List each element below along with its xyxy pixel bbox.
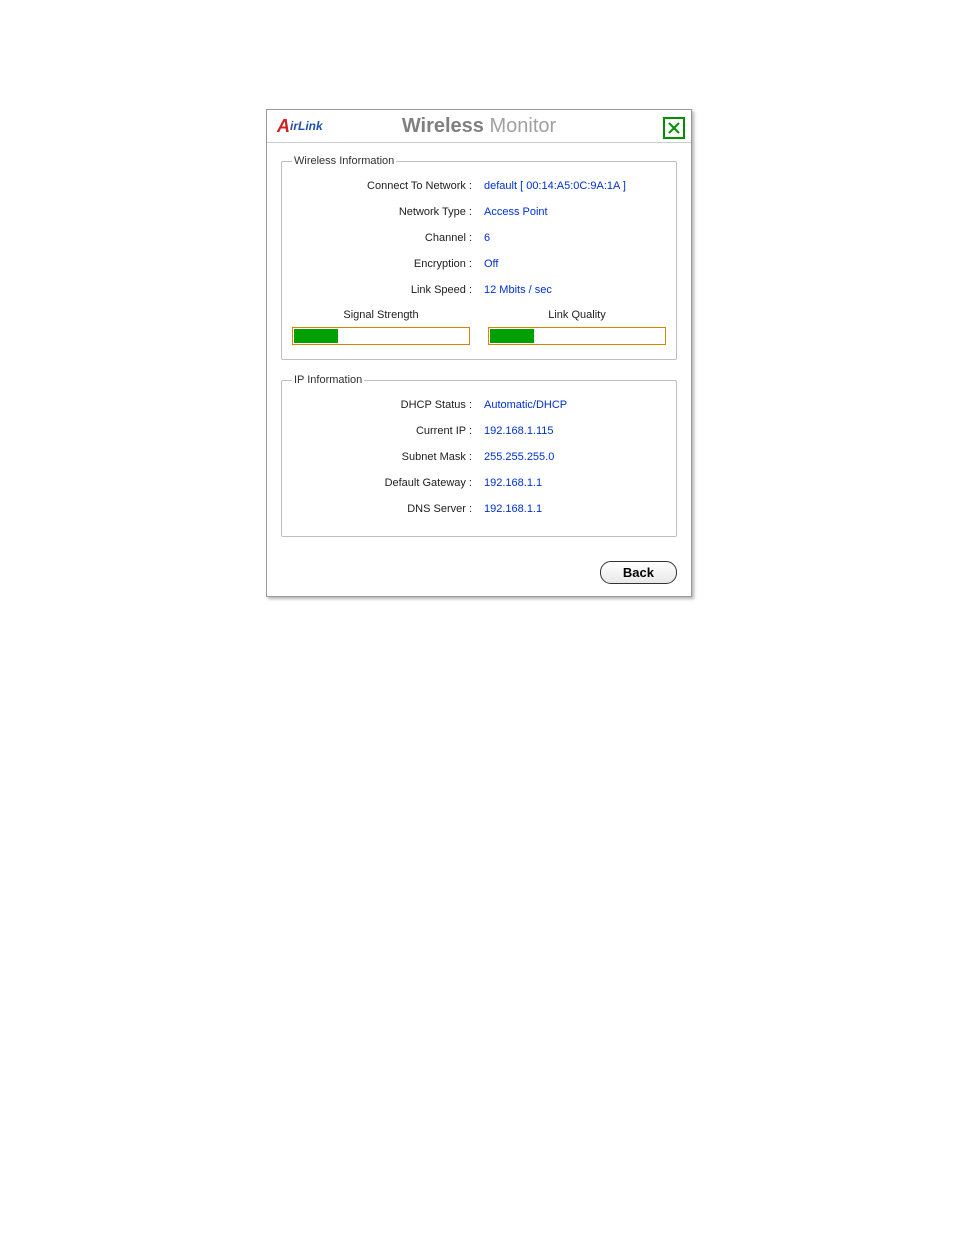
dialog-content: Wireless Information Connect To Network … — [267, 143, 691, 561]
title-light: Monitor — [484, 115, 556, 137]
window-title: Wireless Monitor — [267, 115, 691, 138]
link-quality-bar — [488, 327, 666, 345]
label-link-speed: Link Speed : — [292, 284, 484, 296]
row-network-type: Network Type : Access Point — [292, 199, 666, 225]
row-connect-to-network: Connect To Network : default [ 00:14:A5:… — [292, 173, 666, 199]
value-link-speed: 12 Mbits / sec — [484, 284, 552, 296]
value-network-type: Access Point — [484, 206, 548, 218]
signal-strength-fill — [294, 329, 338, 343]
label-channel: Channel : — [292, 232, 484, 244]
dialog-footer: Back — [267, 561, 691, 596]
signal-strength-column: Signal Strength — [292, 309, 470, 345]
label-current-ip: Current IP : — [292, 425, 484, 437]
close-button[interactable] — [663, 117, 685, 139]
title-bold: Wireless — [402, 115, 484, 137]
value-subnet-mask: 255.255.255.0 — [484, 451, 554, 463]
label-connect-to-network: Connect To Network : — [292, 180, 484, 192]
label-dhcp-status: DHCP Status : — [292, 399, 484, 411]
logo: AirLink — [277, 116, 323, 137]
wireless-info-legend: Wireless Information — [292, 155, 396, 167]
link-quality-column: Link Quality — [488, 309, 666, 345]
label-default-gateway: Default Gateway : — [292, 477, 484, 489]
row-channel: Channel : 6 — [292, 225, 666, 251]
close-icon — [668, 122, 680, 134]
value-dhcp-status: Automatic/DHCP — [484, 399, 567, 411]
row-current-ip: Current IP : 192.168.1.115 — [292, 418, 666, 444]
value-connect-to-network: default [ 00:14:A5:0C:9A:1A ] — [484, 180, 626, 192]
value-channel: 6 — [484, 232, 490, 244]
row-dns-server: DNS Server : 192.168.1.1 — [292, 496, 666, 522]
row-encryption: Encryption : Off — [292, 251, 666, 277]
bars-row: Signal Strength Link Quality — [292, 309, 666, 345]
logo-rest: irLink — [290, 119, 323, 133]
row-default-gateway: Default Gateway : 192.168.1.1 — [292, 470, 666, 496]
label-dns-server: DNS Server : — [292, 503, 484, 515]
row-link-speed: Link Speed : 12 Mbits / sec — [292, 277, 666, 303]
ip-info-legend: IP Information — [292, 374, 364, 386]
link-quality-fill — [490, 329, 534, 343]
wireless-monitor-dialog: AirLink Wireless Monitor Wireless Inform… — [266, 109, 692, 597]
row-dhcp-status: DHCP Status : Automatic/DHCP — [292, 392, 666, 418]
value-default-gateway: 192.168.1.1 — [484, 477, 542, 489]
label-network-type: Network Type : — [292, 206, 484, 218]
value-dns-server: 192.168.1.1 — [484, 503, 542, 515]
label-encryption: Encryption : — [292, 258, 484, 270]
label-subnet-mask: Subnet Mask : — [292, 451, 484, 463]
logo-letter-a: A — [277, 116, 290, 136]
value-current-ip: 192.168.1.115 — [484, 425, 554, 437]
back-button[interactable]: Back — [600, 561, 677, 584]
link-quality-caption: Link Quality — [548, 309, 605, 321]
title-bar: AirLink Wireless Monitor — [267, 110, 691, 143]
wireless-info-group: Wireless Information Connect To Network … — [281, 155, 677, 360]
ip-info-group: IP Information DHCP Status : Automatic/D… — [281, 374, 677, 537]
signal-strength-caption: Signal Strength — [343, 309, 418, 321]
row-subnet-mask: Subnet Mask : 255.255.255.0 — [292, 444, 666, 470]
signal-strength-bar — [292, 327, 470, 345]
value-encryption: Off — [484, 258, 498, 270]
